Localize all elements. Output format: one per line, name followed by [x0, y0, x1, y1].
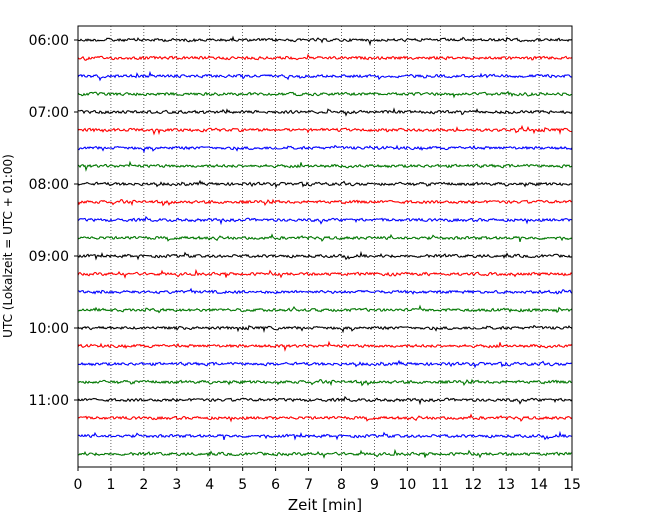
trace-line — [77, 124, 573, 136]
x-tick-label: 11 — [431, 477, 449, 493]
y-tick-label: 10:00 — [29, 321, 69, 337]
x-tick-label: 2 — [139, 477, 148, 493]
y-axis-label: UTC (Lokalzeit = UTC + 01:00) — [1, 154, 15, 338]
y-tick-label: 07:00 — [29, 105, 69, 121]
trace-line — [77, 107, 573, 117]
trace-line — [77, 250, 573, 261]
x-tick-label: 5 — [238, 477, 247, 493]
trace-line — [77, 304, 573, 314]
trace-line — [77, 378, 573, 387]
x-axis-label: Zeit [min] — [288, 496, 362, 514]
trace-line — [77, 340, 573, 352]
y-tick-label: 08:00 — [29, 177, 69, 193]
plot-frame — [77, 25, 573, 468]
trace-line — [77, 90, 573, 99]
trace-line — [77, 448, 573, 459]
trace-line — [77, 287, 573, 295]
x-tick-label: 7 — [304, 477, 313, 493]
x-tick-label: 12 — [464, 477, 482, 493]
x-tick-label: 3 — [172, 477, 181, 493]
x-tick-label: 4 — [205, 477, 214, 493]
trace-line — [77, 233, 573, 243]
trace-line — [77, 160, 573, 172]
trace-line — [77, 53, 573, 61]
trace-line — [77, 70, 573, 82]
y-tick-label: 09:00 — [29, 249, 69, 265]
x-axis-ticks: 0 1 2 3 4 5 6 7 8 9 10 11 12 13 14 15 — [74, 467, 581, 493]
x-tick-label: 0 — [74, 477, 83, 493]
x-tick-label: 1 — [106, 477, 115, 493]
x-tick-label: 8 — [337, 477, 346, 493]
x-tick-label: 14 — [530, 477, 548, 493]
trace-line — [77, 430, 573, 441]
trace-line — [77, 179, 573, 189]
trace-line — [77, 268, 573, 279]
trace-line — [77, 144, 573, 154]
y-tick-label: 06:00 — [29, 33, 69, 49]
trace-line — [77, 35, 573, 47]
trace-line — [77, 215, 573, 226]
x-tick-label: 6 — [271, 477, 280, 493]
trace-line — [77, 395, 573, 406]
x-tick-label: 13 — [497, 477, 515, 493]
trace-line — [77, 198, 573, 207]
trace-line — [77, 324, 573, 334]
trace-line — [77, 359, 573, 369]
y-tick-label: 11:00 — [29, 393, 69, 409]
y-axis-ticks: 06:00 07:00 08:00 09:00 10:00 11:00 — [29, 33, 78, 409]
traces — [77, 35, 573, 459]
x-tick-label: 9 — [370, 477, 379, 493]
x-tick-label: 10 — [398, 477, 416, 493]
x-tick-label: 15 — [563, 477, 581, 493]
trace-line — [77, 413, 573, 423]
